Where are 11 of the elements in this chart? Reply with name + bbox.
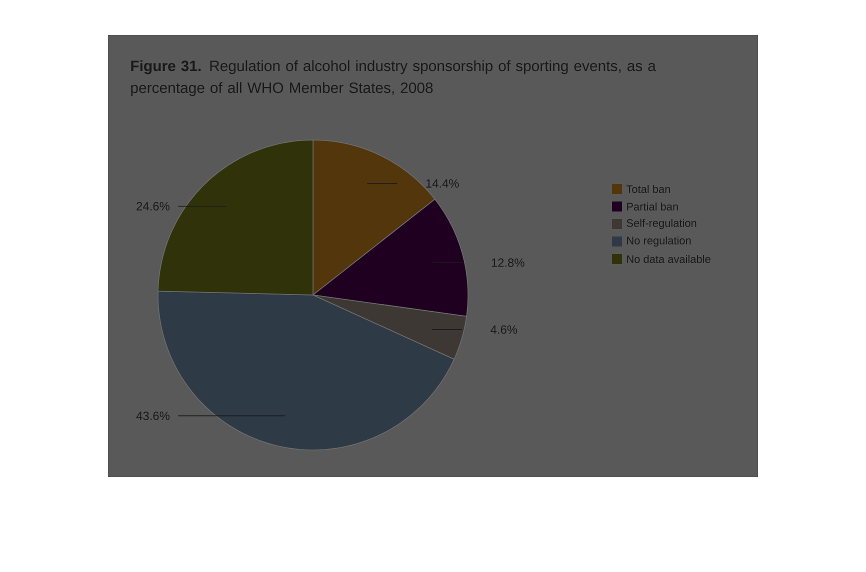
legend-label: No regulation: [627, 236, 691, 247]
data-label: 43.6%: [136, 412, 170, 420]
data-label: 4.6%: [490, 325, 518, 334]
chart-title: Figure 31. Regulation of alcohol industry sponsorship of sporting events, as a percentage of all WHO Member States, 2008: [131, 60, 656, 96]
legend-label: Partial ban: [627, 202, 678, 211]
data-label: 12.8%: [492, 258, 524, 267]
data-label: 14.4%: [426, 179, 459, 188]
legend-label: Total ban: [626, 184, 670, 194]
legend-label: Self-regulation: [626, 218, 696, 230]
legend-label: No data available: [627, 254, 710, 264]
data-label: 24.6%: [136, 202, 170, 210]
